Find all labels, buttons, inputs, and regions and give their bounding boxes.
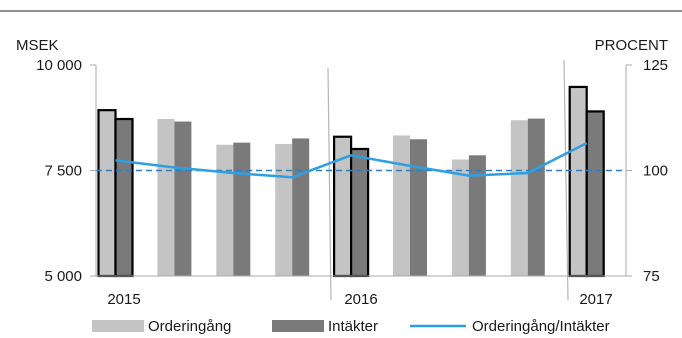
bar-orderingang-q8 xyxy=(510,120,528,276)
left-tick-label: 10 000 xyxy=(36,57,82,74)
right-tick-label: 125 xyxy=(643,57,668,74)
bar-intakter-q9 xyxy=(585,110,605,278)
legend-label-intakter: Intäkter xyxy=(328,318,378,335)
right-tick-label: 75 xyxy=(643,268,660,285)
bar-orderingang-q1 xyxy=(97,109,117,278)
year-label-2016: 2016 xyxy=(344,291,377,308)
left-tick-label: 7 500 xyxy=(44,163,82,180)
left-tick-label: 5 000 xyxy=(44,268,82,285)
right-axis-unit: PROCENT xyxy=(595,37,668,54)
bar-intakter-q4 xyxy=(292,138,310,276)
bar-orderingang-q4 xyxy=(275,143,293,276)
legend: Orderingång Intäkter Orderingång/Intäkte… xyxy=(92,318,610,335)
bar-intakter-q7 xyxy=(468,155,486,276)
bars xyxy=(97,85,605,278)
legend-swatch-intakter xyxy=(272,320,324,332)
line-orderingang-intakter xyxy=(115,141,588,179)
bar-orderingang-q6 xyxy=(393,135,410,276)
bar-orderingang-q3 xyxy=(216,144,234,276)
bar-intakter-q1 xyxy=(114,117,134,278)
bar-orderingang-q2 xyxy=(157,119,175,277)
right-tick-label: 100 xyxy=(643,163,668,180)
year-label-2015: 2015 xyxy=(107,291,140,308)
year-label-2017: 2017 xyxy=(579,291,612,308)
bar-orderingang-q7 xyxy=(451,159,469,276)
left-axis-unit: MSEK xyxy=(16,37,59,54)
lines xyxy=(96,141,626,179)
year-separator-2016 xyxy=(327,67,332,301)
bar-orderingang-q9 xyxy=(568,85,588,278)
bar-intakter-q8 xyxy=(527,118,545,277)
grid xyxy=(327,59,569,301)
year-separator-2017 xyxy=(563,59,569,301)
bar-intakter-q5 xyxy=(350,147,370,278)
legend-swatch-orderingang xyxy=(92,320,144,332)
legend-label-ratio: Orderingång/Intäkter xyxy=(472,318,610,335)
legend-label-orderingang: Orderingång xyxy=(148,318,231,335)
bar-intakter-q6 xyxy=(410,139,427,276)
bar-intakter-q3 xyxy=(233,142,251,276)
bar-intakter-q2 xyxy=(174,121,192,276)
axes: 5 000 7 500 10 000 75 100 125 2015 2016 2017 xyxy=(36,57,668,308)
